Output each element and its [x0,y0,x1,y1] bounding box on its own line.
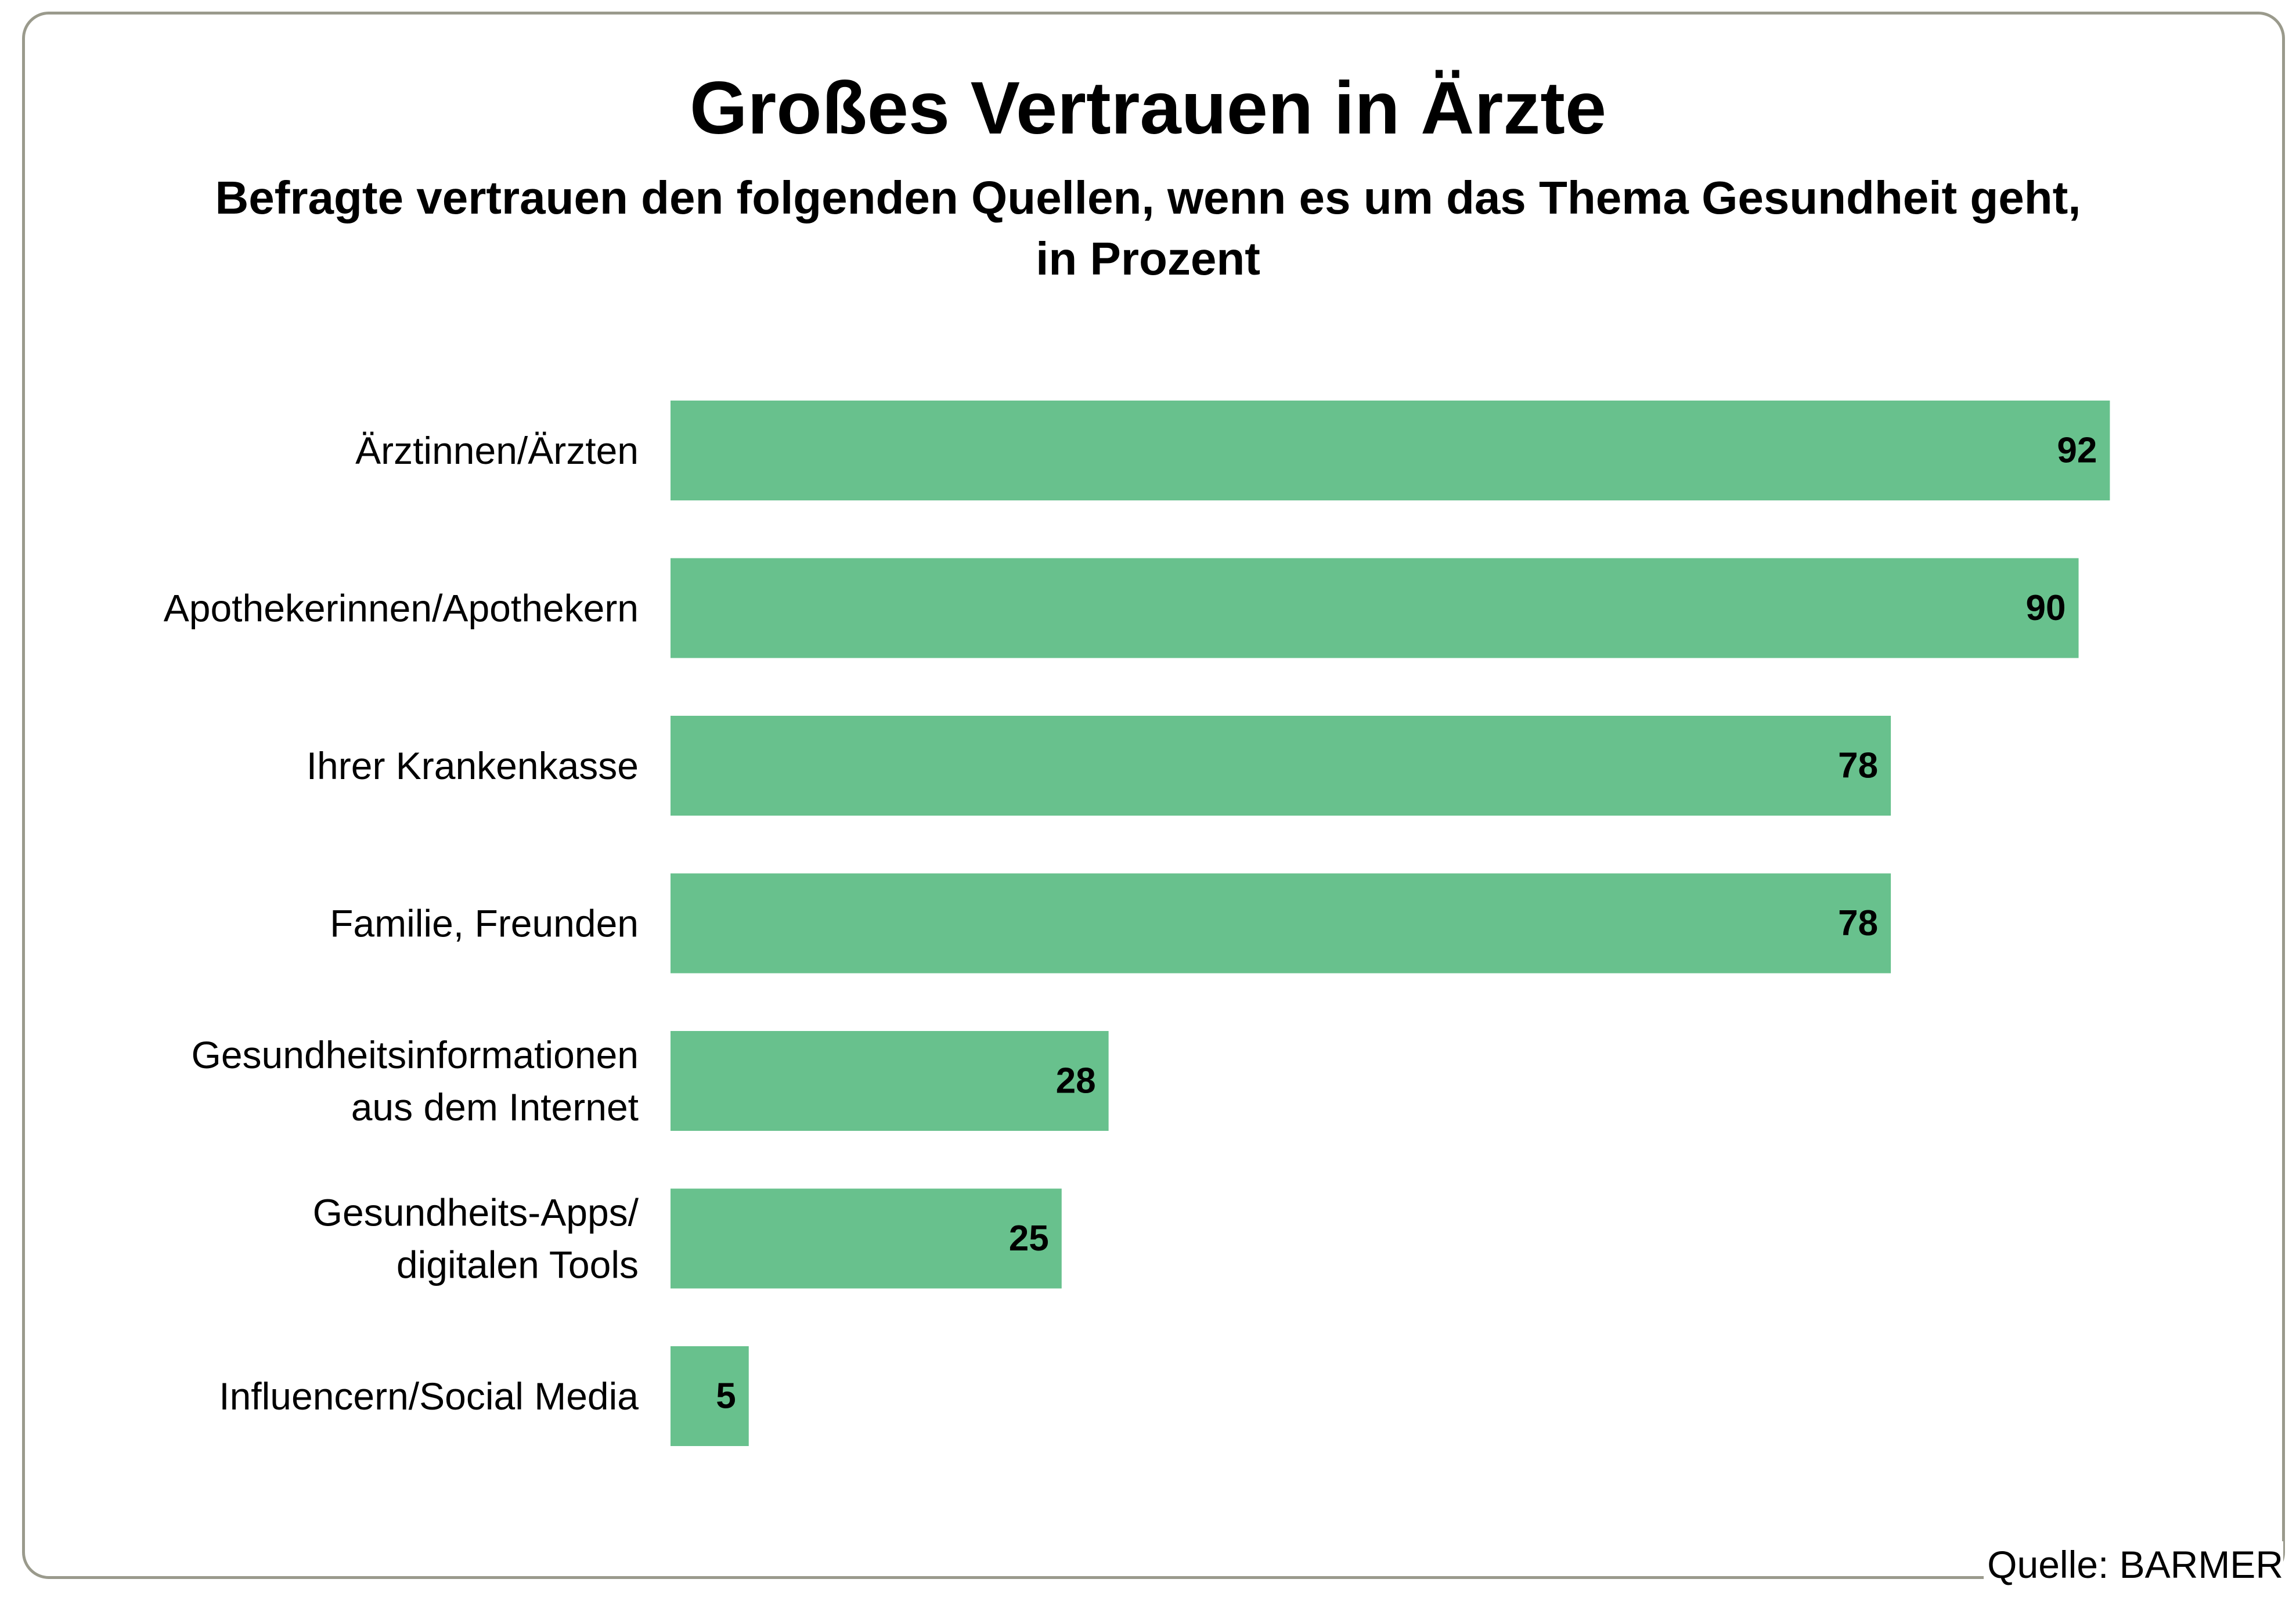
category-label-1: Apothekerinnen/Apothekern [164,587,639,630]
bar-5 [671,1188,1062,1289]
bar-value-label-2: 78 [1838,746,1878,786]
category-label-4-line-0: Gesundheitsinformationen [192,1033,639,1076]
chart-subtitle: Befragte vertrauen den folgenden Quellen… [0,167,2296,289]
chart-title: Großes Vertrauen in Ärzte [689,67,1607,150]
bar-value-label-1: 90 [2026,588,2066,628]
chart-subtitle-line-1: Befragte vertrauen den folgenden Quellen… [215,172,2081,223]
bar-value-label-5: 25 [1009,1219,1049,1259]
category-label-3: Familie, Freunden [330,902,639,945]
category-label-5-line-1: digitalen Tools [397,1243,639,1286]
bar-6 [671,1346,749,1446]
source-note: Quelle: BARMER [1984,1541,2283,1588]
category-label-4-line-1: aus dem Internet [351,1086,639,1129]
chart-subtitle-line-2: in Prozent [1036,233,1260,284]
bar-3 [671,873,1891,974]
bar-value-label-0: 92 [2057,431,2097,471]
bar-0 [671,401,2110,500]
bar-value-label-3: 78 [1838,903,1878,943]
category-label-6: Influencern/Social Media [219,1375,639,1418]
bar-value-label-4: 28 [1056,1061,1096,1101]
bar-2 [671,716,1891,816]
bar-4 [671,1031,1109,1131]
category-label-5-line-0: Gesundheits-Apps/ [313,1191,639,1234]
bar-value-label-6: 5 [716,1376,736,1416]
category-label-2: Ihrer Krankenkasse [307,744,639,787]
category-label-0: Ärztinnen/Ärzten [355,429,639,472]
bar-1 [671,558,2079,658]
